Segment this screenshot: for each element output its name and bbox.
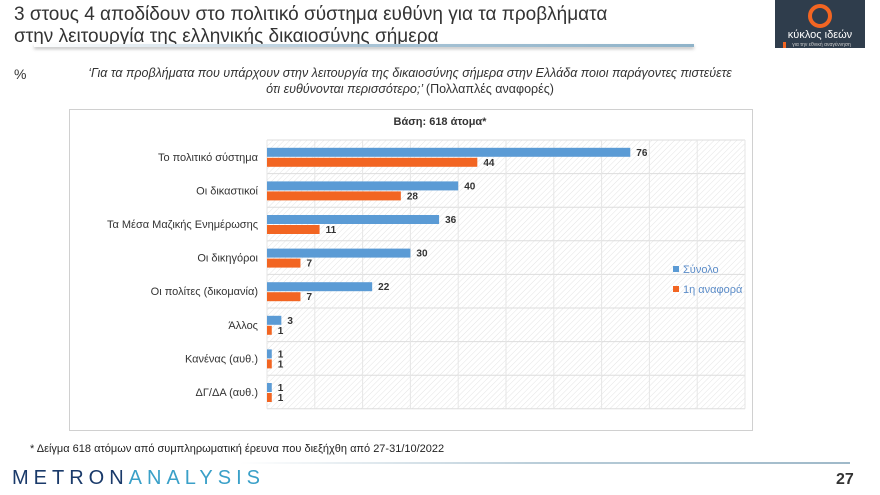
kyklos-ideon-logo: κύκλος ιδεών για την εθνική αναγέννηση bbox=[775, 0, 865, 48]
metron-analysis-logo: METRONANALYSIS bbox=[12, 467, 265, 490]
question-note: (Πολλαπλές αναφορές) bbox=[425, 82, 554, 96]
bar-first-mention bbox=[267, 157, 478, 167]
data-label: 28 bbox=[407, 191, 419, 202]
bar-total bbox=[267, 181, 459, 191]
data-label: 44 bbox=[483, 158, 495, 169]
category-label: Το πολιτικό σύστημα bbox=[158, 152, 259, 164]
question-text: ‘Για τα προβλήματα που υπάρχουν στην λει… bbox=[88, 66, 732, 96]
data-label: 1 bbox=[278, 359, 284, 370]
category-label: Κανένας (αυθ.) bbox=[185, 353, 258, 365]
data-label: 22 bbox=[378, 282, 390, 293]
chart-title: Βάση: 618 άτομα* bbox=[393, 116, 487, 128]
footer-divider bbox=[240, 462, 850, 464]
bar-first-mention bbox=[267, 393, 272, 402]
bar-first-mention bbox=[267, 325, 272, 335]
data-label: 76 bbox=[636, 148, 648, 159]
data-label: 3 bbox=[287, 316, 293, 327]
title-underline bbox=[34, 44, 694, 47]
title-line-1: 3 στους 4 αποδίδουν στο πολιτικό σύστημα… bbox=[14, 4, 608, 25]
bar-total bbox=[267, 282, 373, 292]
bar-first-mention bbox=[267, 258, 301, 268]
bar-total bbox=[267, 248, 411, 258]
legend-swatch bbox=[673, 266, 679, 272]
data-label: 7 bbox=[306, 259, 312, 270]
category-label: Οι πολίτες (δικομανία) bbox=[151, 286, 258, 298]
legend-swatch bbox=[673, 286, 679, 292]
category-label: Οι δικηγόροι bbox=[197, 253, 258, 265]
data-label: 1 bbox=[278, 393, 284, 404]
footnote: * Δείγμα 618 ατόμων από συμπληρωματική έ… bbox=[30, 443, 445, 455]
data-label: 7 bbox=[306, 292, 312, 303]
bar-first-mention bbox=[267, 359, 272, 369]
brand-part1: METRON bbox=[12, 467, 129, 489]
category-label: Οι δικαστικοί bbox=[196, 185, 258, 197]
bar-total bbox=[267, 383, 272, 392]
data-label: 36 bbox=[445, 215, 457, 226]
category-label: ΔΓ/ΔΑ (αυθ.) bbox=[196, 387, 258, 399]
title-line-2: στην λειτουργία της ελληνικής δικαιοσύνη… bbox=[14, 26, 439, 47]
data-label: 1 bbox=[278, 326, 284, 337]
data-label: 1 bbox=[278, 349, 284, 360]
percent-label: % bbox=[14, 66, 27, 82]
logo-ring-icon bbox=[808, 4, 832, 28]
page-number: 27 bbox=[836, 471, 854, 488]
bar-first-mention bbox=[267, 225, 320, 234]
bar-first-mention bbox=[267, 292, 301, 302]
logo-tagline: για την εθνική αναγέννηση bbox=[783, 42, 857, 48]
page-title: 3 στους 4 αποδίδουν στο πολιτικό σύστημα… bbox=[14, 4, 607, 48]
data-label: 1 bbox=[278, 383, 284, 394]
data-label: 40 bbox=[464, 181, 476, 192]
bar-first-mention bbox=[267, 191, 401, 201]
bar-total bbox=[267, 215, 440, 224]
legend-label: Σύνολο bbox=[683, 264, 719, 276]
logo-name: κύκλος ιδεών bbox=[787, 29, 853, 41]
bar-total bbox=[267, 315, 282, 325]
brand-part2: ANALYSIS bbox=[128, 467, 266, 489]
category-label: Τα Μέσα Μαζικής Ενημέρωσης bbox=[107, 219, 258, 231]
question: ‘Για τα προβλήματα που υπάρχουν στην λει… bbox=[80, 65, 740, 97]
bar-total bbox=[267, 349, 272, 359]
data-label: 30 bbox=[416, 249, 428, 260]
category-label: Άλλος bbox=[228, 320, 258, 332]
legend-label: 1η αναφορά bbox=[683, 284, 743, 296]
bar-total bbox=[267, 147, 631, 157]
data-label: 11 bbox=[326, 225, 337, 236]
